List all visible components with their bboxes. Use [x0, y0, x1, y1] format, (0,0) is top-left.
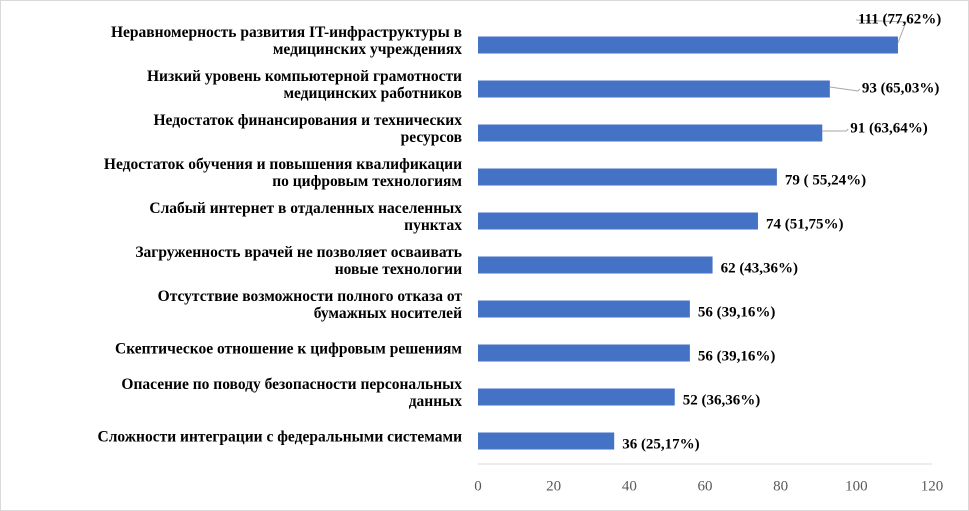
category-label: Недостаток обучения и повышения квалифик… [103, 156, 462, 190]
value-label: 79 ( 55,24%) [785, 172, 866, 188]
bar [478, 256, 713, 274]
value-label: 111 (77,62%) [858, 11, 941, 27]
category-label: Неравномерность развития IT-инфраструкту… [110, 24, 462, 58]
bar [478, 388, 675, 406]
x-tick-label: 0 [474, 478, 482, 494]
category-label: Загруженность врачей не позволяет осваив… [135, 244, 462, 278]
bar [478, 432, 615, 450]
category-label: Низкий уровень компьютерной грамотности … [146, 68, 462, 102]
value-label: 56 (39,16%) [698, 348, 776, 364]
leader-line [829, 86, 861, 92]
bar [478, 36, 898, 54]
bar [478, 300, 690, 318]
x-tick-label: 100 [845, 478, 868, 494]
bar [478, 124, 823, 142]
x-tick-label: 120 [921, 478, 944, 494]
x-tick-label: 20 [546, 478, 561, 494]
value-label: 36 (25,17%) [622, 436, 700, 452]
value-label: 93 (65,03%) [862, 80, 940, 96]
bar [478, 212, 758, 230]
bar [478, 168, 777, 186]
category-label: Сложности интеграции с федеральными сист… [97, 428, 462, 446]
value-label: 62 (43,36%) [721, 260, 799, 276]
value-label: 52 (36,36%) [683, 392, 761, 408]
bar [478, 344, 690, 362]
value-label: 74 (51,75%) [766, 216, 844, 232]
x-tick-label: 80 [773, 478, 788, 494]
bar [478, 80, 830, 98]
category-label: Опасение по поводу безопасности персонал… [121, 376, 462, 410]
category-label: Скептическое отношение к цифровым решени… [115, 340, 462, 358]
category-label: Отсутствие возможности полного отказа от… [157, 288, 462, 322]
leader-line [855, 19, 907, 44]
x-tick-label: 40 [622, 478, 637, 494]
x-tick-label: 60 [698, 478, 713, 494]
value-label: 56 (39,16%) [698, 304, 776, 320]
category-label: Слабый интернет в отдаленных населенных … [149, 200, 462, 234]
value-label: 91 (63,64%) [850, 120, 928, 136]
leader-line [822, 128, 849, 132]
category-label: Недостаток финансирования и технических … [153, 112, 462, 146]
